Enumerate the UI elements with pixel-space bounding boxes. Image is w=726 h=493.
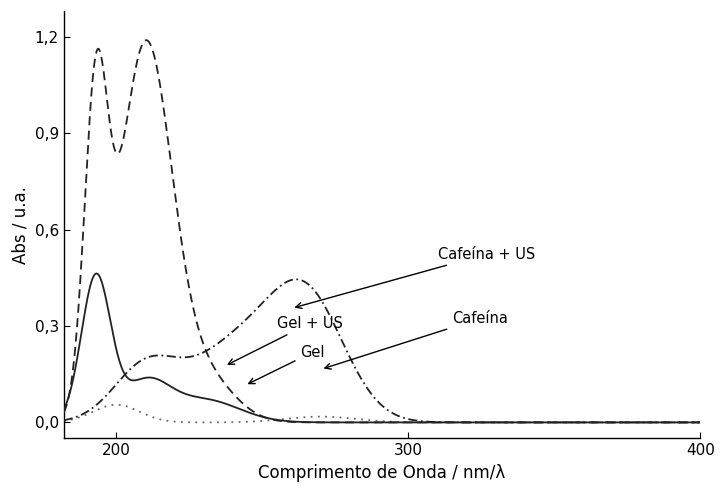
Text: Cafeína + US: Cafeína + US bbox=[295, 246, 535, 309]
Text: Cafeína: Cafeína bbox=[325, 311, 508, 369]
Y-axis label: Abs / u.a.: Abs / u.a. bbox=[11, 186, 29, 264]
Text: Gel + US: Gel + US bbox=[228, 316, 343, 364]
X-axis label: Comprimento de Onda / nm/λ: Comprimento de Onda / nm/λ bbox=[258, 464, 506, 482]
Text: Gel: Gel bbox=[249, 345, 325, 384]
